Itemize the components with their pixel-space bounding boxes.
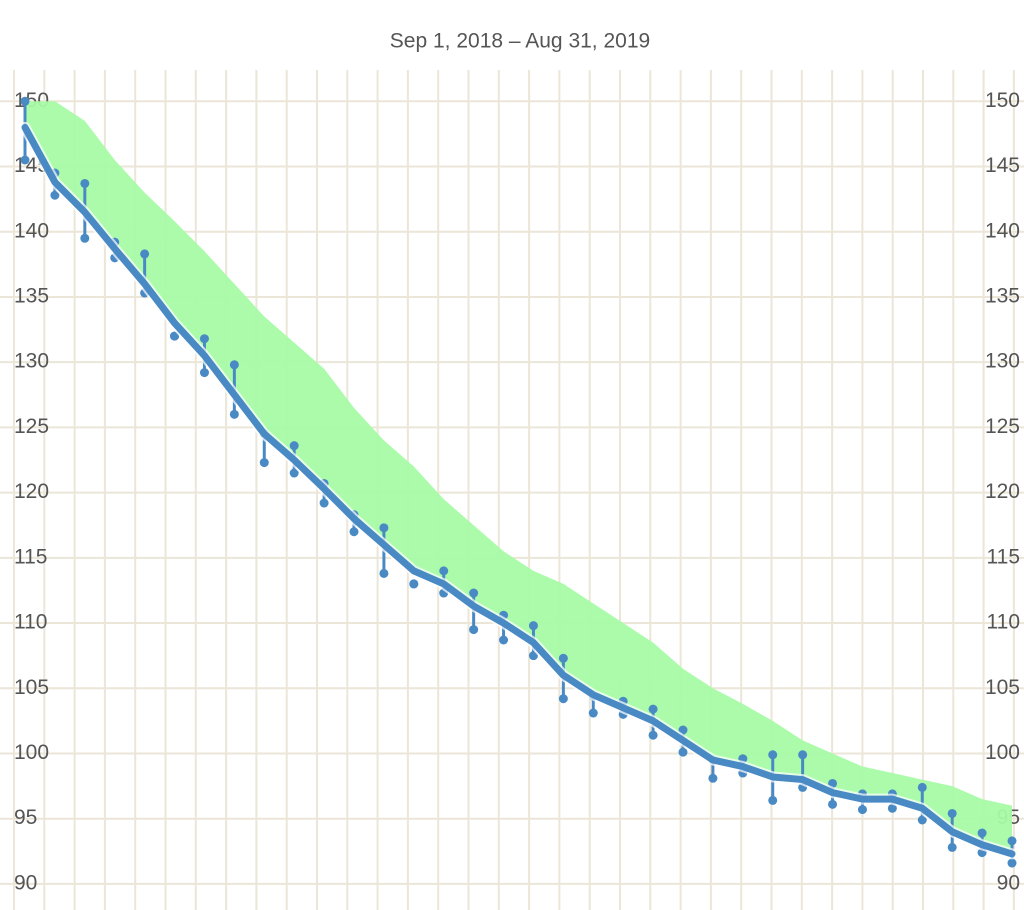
y-tick-label-left: 130 bbox=[14, 350, 49, 373]
y-tick-label-right: 90 bbox=[997, 871, 1020, 894]
high-point bbox=[977, 828, 987, 838]
low-point bbox=[289, 468, 299, 478]
y-tick-label-left: 135 bbox=[14, 285, 49, 308]
high-point bbox=[469, 588, 479, 598]
y-tick-label-right: 130 bbox=[985, 350, 1020, 373]
low-point bbox=[857, 805, 867, 815]
low-point bbox=[558, 694, 568, 704]
high-point bbox=[80, 178, 90, 188]
low-point bbox=[887, 803, 897, 813]
high-point bbox=[20, 96, 30, 106]
high-point bbox=[379, 523, 389, 533]
high-point bbox=[648, 704, 658, 714]
y-tick-label-left: 125 bbox=[14, 415, 49, 438]
y-tick-label-left: 115 bbox=[14, 545, 47, 568]
high-point bbox=[798, 750, 808, 760]
y-tick-label-left: 95 bbox=[14, 806, 37, 829]
y-tick-label-right: 115 bbox=[987, 545, 1020, 568]
low-point bbox=[50, 190, 60, 200]
high-point bbox=[917, 782, 927, 792]
low-point bbox=[170, 331, 180, 341]
low-point bbox=[678, 747, 688, 757]
high-point bbox=[199, 334, 209, 344]
low-point bbox=[828, 799, 838, 809]
low-point bbox=[469, 625, 479, 635]
low-point bbox=[409, 579, 419, 589]
low-point bbox=[648, 730, 658, 740]
y-tick-label-right: 105 bbox=[985, 676, 1020, 699]
low-point bbox=[917, 815, 927, 825]
y-tick-label-left: 105 bbox=[14, 676, 49, 699]
high-point bbox=[289, 441, 299, 451]
y-tick-label-right: 125 bbox=[985, 415, 1020, 438]
high-point bbox=[558, 653, 568, 663]
high-point bbox=[947, 808, 957, 818]
low-point bbox=[20, 155, 30, 165]
y-tick-label-right: 135 bbox=[985, 285, 1020, 308]
high-point bbox=[229, 360, 239, 370]
high-point bbox=[1007, 836, 1017, 846]
high-point bbox=[768, 750, 778, 760]
y-tick-label-left: 100 bbox=[14, 741, 49, 764]
y-tick-label-right: 100 bbox=[985, 741, 1020, 764]
y-tick-label-right: 150 bbox=[985, 89, 1020, 112]
y-tick-label-left: 110 bbox=[14, 611, 47, 634]
low-point bbox=[528, 651, 538, 661]
low-point bbox=[199, 368, 209, 378]
y-tick-label-right: 120 bbox=[985, 480, 1020, 503]
y-tick-label-left: 140 bbox=[14, 219, 49, 242]
low-point bbox=[588, 708, 598, 718]
low-point bbox=[379, 568, 389, 578]
trend-band bbox=[25, 101, 1012, 854]
low-point bbox=[259, 458, 269, 468]
low-point bbox=[80, 233, 90, 243]
high-point bbox=[140, 249, 150, 259]
high-point bbox=[528, 621, 538, 631]
y-tick-label-left: 90 bbox=[14, 871, 37, 894]
low-point bbox=[229, 409, 239, 419]
chart-title: Sep 1, 2018 – Aug 31, 2019 bbox=[390, 30, 650, 53]
high-point bbox=[678, 725, 688, 735]
low-point bbox=[349, 527, 359, 537]
low-point bbox=[319, 498, 329, 508]
low-point bbox=[499, 635, 509, 645]
high-point bbox=[439, 566, 449, 576]
y-tick-label-left: 120 bbox=[14, 480, 49, 503]
low-point bbox=[768, 795, 778, 805]
y-tick-label-right: 110 bbox=[987, 611, 1020, 634]
low-point bbox=[708, 773, 718, 783]
trend-line bbox=[21, 123, 1016, 858]
y-tick-label-right: 145 bbox=[985, 154, 1020, 177]
low-point bbox=[947, 842, 957, 852]
low-point bbox=[1007, 858, 1017, 868]
y-tick-label-right: 140 bbox=[985, 219, 1020, 242]
